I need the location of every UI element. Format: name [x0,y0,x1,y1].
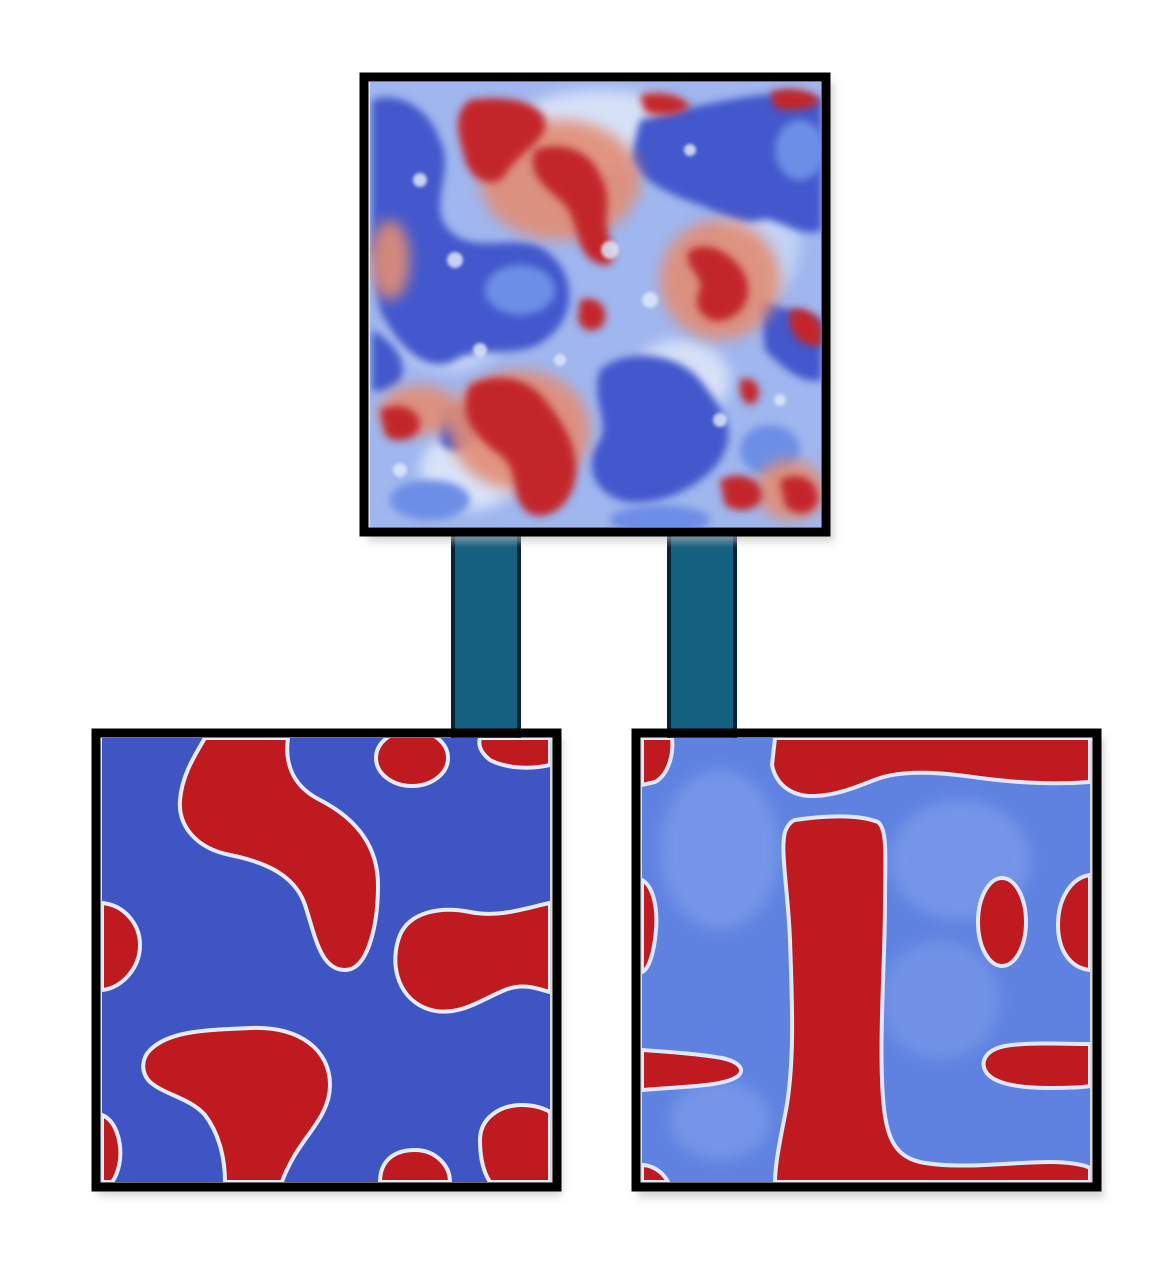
right-field-frame [631,728,1102,1192]
initial-field-frame [359,72,831,537]
right-coarsened-field-texture [642,738,1090,1182]
connector-bar-left [451,528,521,742]
connector-bar-right [667,528,737,742]
left-coarsened-field-texture [102,738,550,1182]
initial-random-field-panel [359,72,834,542]
left-field-frame [91,728,562,1192]
right-coarsened-field-panel [631,728,1104,1198]
initial-random-field-texture [370,82,821,527]
left-coarsened-field-panel [91,728,562,1196]
